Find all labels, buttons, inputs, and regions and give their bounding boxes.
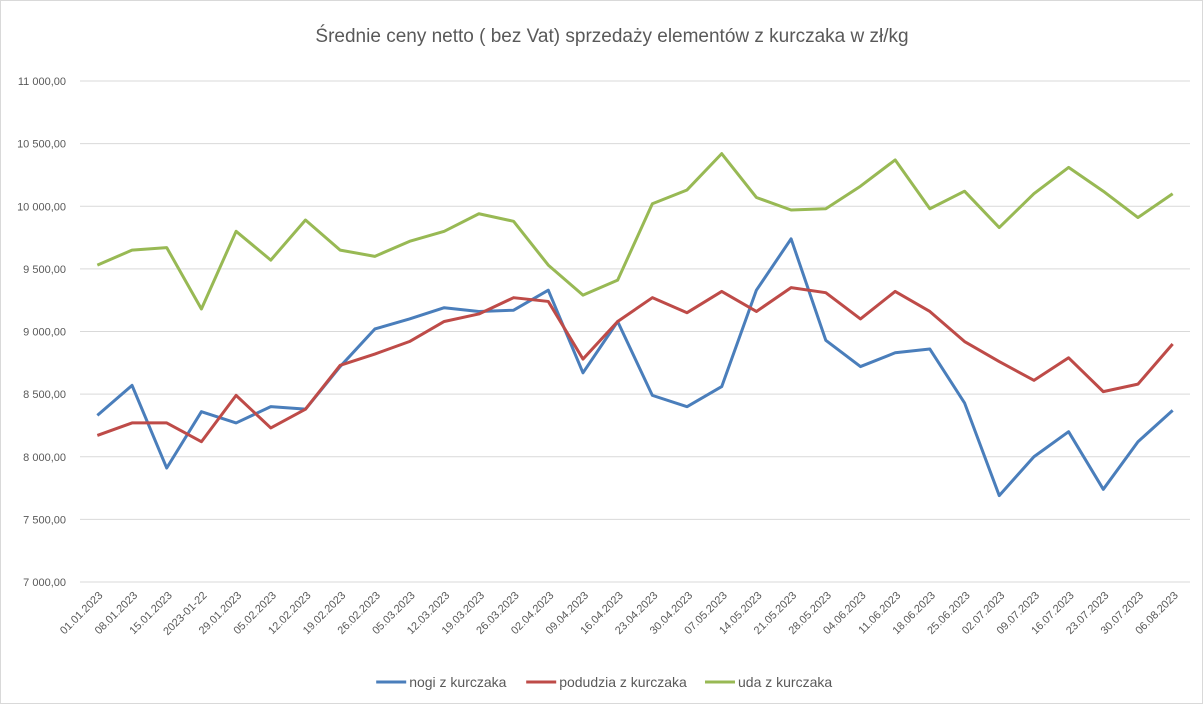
y-tick-label: 7 000,00 <box>23 577 66 589</box>
chart-title: Średnie ceny netto ( bez Vat) sprzedaży … <box>315 25 908 47</box>
y-tick-label: 7 500,00 <box>23 514 66 526</box>
y-tick-label: 9 000,00 <box>23 327 66 339</box>
y-tick-label: 10 500,00 <box>17 139 66 151</box>
y-tick-label: 8 500,00 <box>23 389 66 401</box>
series-line <box>96 237 1174 498</box>
series-line <box>96 286 1174 444</box>
legend-label: podudzia z kurczaka <box>559 674 687 690</box>
legend-label: uda z kurczaka <box>738 674 832 690</box>
legend-label: nogi z kurczaka <box>409 674 506 690</box>
y-tick-label: 9 500,00 <box>23 264 66 276</box>
series-line <box>96 152 1174 311</box>
y-tick-label: 8 000,00 <box>23 452 66 464</box>
y-tick-label: 10 000,00 <box>17 201 66 213</box>
y-tick-label: 11 000,00 <box>18 76 66 88</box>
